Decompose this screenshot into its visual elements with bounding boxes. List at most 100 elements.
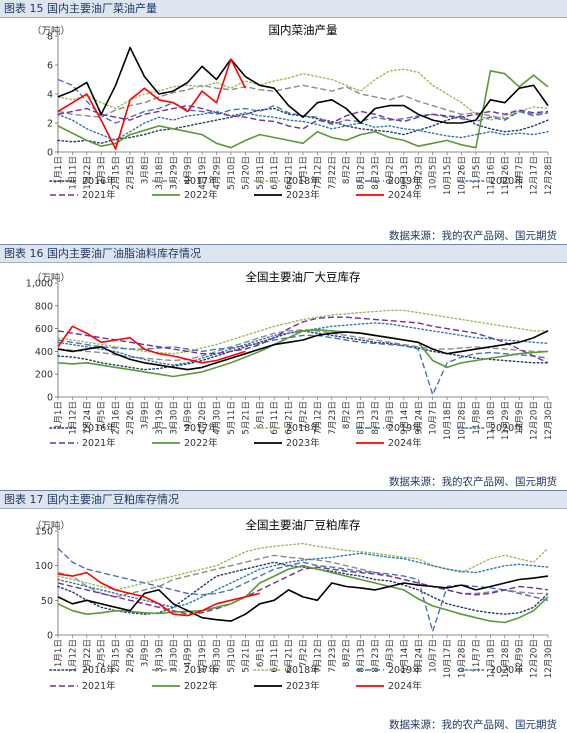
x-tick-label: 2月25日	[125, 156, 136, 190]
series-line-2019	[57, 547, 549, 633]
data-source: 数据来源：我的农产品网、国元期货	[389, 230, 557, 242]
series-line-2021	[57, 566, 549, 615]
x-tick-label: 8月23日	[370, 639, 381, 673]
x-tick-label: 5月21日	[240, 639, 251, 673]
x-tick-label: 10月26日	[457, 156, 468, 195]
x-tick-label: 1月12日	[67, 639, 78, 673]
y-tick-label: 1,000	[26, 279, 53, 290]
y-tick-label: 50	[41, 596, 53, 607]
series-line-2022	[57, 564, 549, 624]
x-tick-label: 6月11日	[269, 156, 280, 190]
x-tick-label: 4月19日	[197, 639, 208, 673]
y-tick-label: 400	[35, 347, 53, 358]
series-line-2020	[57, 322, 549, 366]
series-line-2019	[57, 78, 549, 126]
x-tick-label: 1月22日	[82, 639, 93, 673]
series-line-2024	[57, 58, 247, 150]
x-tick-label: 2月26日	[125, 639, 136, 673]
x-tick-label: 4月9日	[183, 156, 194, 184]
x-tick-label: 2月26日	[125, 401, 136, 435]
x-tick-label: 7月12日	[312, 401, 323, 435]
x-tick-label: 2月5日	[96, 639, 107, 667]
y-tick-label: 200	[35, 370, 53, 381]
x-tick-label: 4月30日	[212, 401, 223, 435]
figure-soymeal-inventory: 图表 17 国内主要油厂豆粕库存情况 全国主要油厂豆粕库存 （万吨） 0 50 100 1…	[0, 491, 567, 733]
series-line-2023	[57, 46, 549, 124]
x-tick-label: 10月17日	[442, 639, 453, 678]
legend-label-2022: 2022年	[184, 437, 218, 449]
x-tick-label: 10月5日	[428, 156, 439, 190]
x-tick-label: 10月28日	[457, 639, 468, 678]
x-tick-label: 9月3日	[384, 639, 395, 667]
chart-soybean-inventory: 全国主要油厂大豆库存 （万吨） 0 200 400 600 800 1,000 1月1日 1月12…	[26, 270, 554, 449]
x-tick-label: 5月20日	[240, 156, 251, 190]
legend-label-2020: 2020年	[490, 175, 524, 187]
chart-title: 全国主要油厂豆粕库存	[246, 518, 361, 532]
x-tick-label: 1月22日	[82, 156, 93, 190]
y-tick-label: 0	[47, 148, 53, 159]
x-tick-label: 9月23日	[413, 156, 424, 190]
x-tick-label: 1月1日	[53, 156, 64, 184]
x-tick-label: 1月24日	[82, 401, 93, 435]
chart-soymeal-inventory: 全国主要油厂豆粕库存 （万吨） 0 50 100 150 1月1日 1月12日 1月22日 2月5…	[32, 518, 554, 692]
x-tick-label: 12月20日	[529, 639, 540, 678]
legend-label-2023: 2023年	[286, 680, 320, 692]
x-tick-label: 12月9日	[514, 401, 525, 435]
x-tick-label: 5月10日	[226, 156, 237, 190]
data-source: 数据来源：我的农产品网、国元期货	[389, 476, 557, 488]
x-tick-label: 1月11日	[67, 156, 78, 190]
series-line-2017	[57, 328, 548, 362]
x-tick-label: 7月2日	[298, 639, 309, 667]
x-tick-label: 5月31日	[255, 156, 266, 190]
legend-label-2022: 2022年	[184, 189, 218, 201]
series-line-2016	[57, 330, 549, 371]
series-line-2018	[57, 309, 549, 355]
x-tick-label: 12月7日	[514, 156, 525, 190]
series-line-2022	[57, 69, 549, 149]
x-tick-label: 4月29日	[212, 156, 223, 190]
x-tick-label: 7月23日	[327, 401, 338, 435]
x-tick-label: 6月1日	[255, 639, 266, 667]
source-divider	[0, 244, 567, 245]
legend-label-2021: 2021年	[82, 189, 116, 201]
x-tick-label: 4月9日	[183, 639, 194, 667]
x-tick-label: 3月9日	[139, 401, 150, 429]
x-tick-label: 7月22日	[327, 156, 338, 190]
y-unit-label: （万吨）	[32, 520, 70, 532]
x-tick-label: 9月24日	[413, 401, 424, 435]
x-tick-label: 9月24日	[413, 639, 424, 673]
x-tick-label: 12月20日	[529, 401, 540, 440]
x-tick-label: 8月2日	[341, 401, 352, 429]
legend-label-2024: 2024年	[388, 189, 422, 201]
figure-rapeseed-oil-output: 图表 15 国内主要油厂菜油产量 国内菜油产量 （万吨） 0 2 4 6 8 1月1日 1月11…	[0, 0, 567, 245]
y-tick-label: 6	[47, 61, 53, 72]
legend-label-2017: 2017年	[184, 422, 218, 434]
series-line-2023	[57, 575, 549, 622]
x-tick-label: 11月7日	[471, 639, 482, 673]
legend-label-2019: 2019年	[388, 175, 422, 187]
y-tick-label: 0	[47, 631, 53, 642]
x-tick-label: 1月1日	[53, 639, 64, 667]
legend-label-2017: 2017年	[184, 664, 218, 676]
x-tick-label: 9月14日	[399, 401, 410, 435]
x-tick-label: 8月2日	[341, 156, 352, 184]
legend-label-2021: 2021年	[82, 680, 116, 692]
chart-title: 国内菜油产量	[269, 23, 338, 37]
y-tick-label: 800	[35, 301, 53, 312]
legend-label-2018: 2018年	[286, 175, 320, 187]
x-tick-label: 11月5日	[471, 156, 482, 190]
x-tick-label: 5月21日	[240, 401, 251, 435]
y-tick-label: 150	[35, 527, 53, 538]
y-tick-label: 4	[47, 90, 53, 101]
legend-label-2016: 2016年	[82, 664, 116, 676]
x-tick-label: 8月2日	[341, 639, 352, 667]
series-line-2016	[57, 107, 549, 145]
x-tick-label: 8月23日	[370, 156, 381, 190]
x-tick-label: 8月13日	[356, 639, 367, 673]
y-tick-label: 8	[47, 32, 53, 43]
x-tick-label: 9月2日	[384, 156, 395, 184]
x-tick-label: 10月15日	[442, 156, 453, 195]
legend-label-2019: 2019年	[388, 422, 422, 434]
x-tick-label: 3月29日	[168, 156, 179, 190]
x-tick-label: 11月18日	[485, 401, 496, 440]
